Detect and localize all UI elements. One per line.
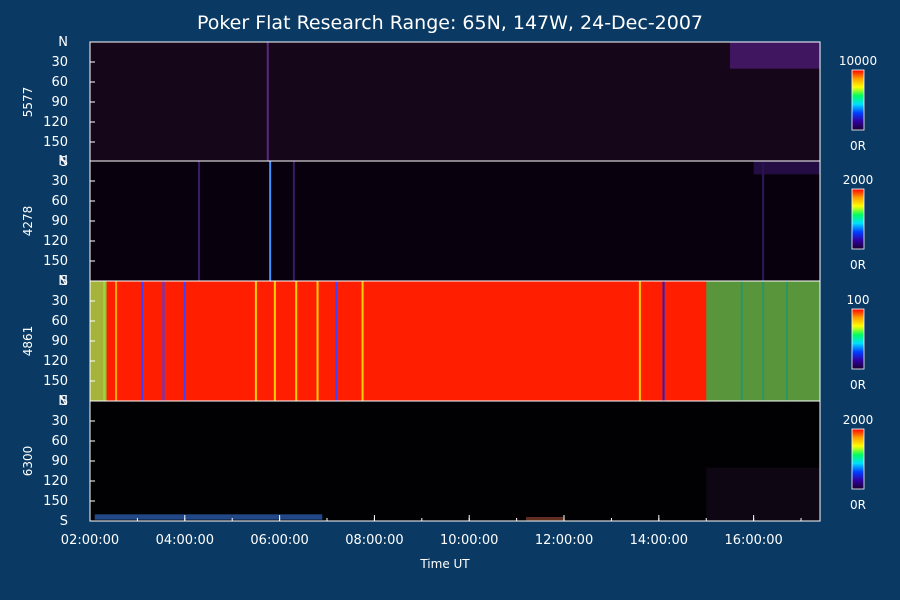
y-tick-label: 60 [51,434,68,449]
emission-streak [292,161,295,281]
y-tick-label: 120 [43,354,68,369]
emission-streak [115,281,118,401]
x-tick-label: 02:00:00 [61,533,119,548]
y-tick-label: 30 [51,294,68,309]
y-tick-label: S [60,274,68,289]
x-tick-label: 06:00:00 [250,533,308,548]
x-tick-label: 12:00:00 [535,533,593,548]
y-tick-label: 90 [51,95,68,110]
y-tick-label: 150 [43,374,68,389]
colorbar-min-label: 0R [850,498,866,512]
y-tick-label: 30 [51,55,68,70]
colorbar [851,428,865,490]
colorbar [851,69,865,131]
emission-patch [94,514,323,520]
colorbar-min-label: 0R [850,139,866,153]
y-tick-label: 90 [51,454,68,469]
keogram-panels: N 30 60 90 120 150 S 5577 10000 0R N 30 60 90 120 150 S 4… [21,35,877,529]
y-tick-label: N [58,274,68,289]
y-tick-label: 60 [51,314,68,329]
y-tick-label: S [60,394,68,409]
emission-patch [729,42,820,69]
y-tick-label: N [58,394,68,409]
colorbar [851,188,865,250]
x-tick-label: 16:00:00 [724,533,782,548]
y-tick-label: 90 [51,334,68,349]
panel-background [90,401,820,521]
panel-background [90,281,820,401]
panel-4278: N 30 60 90 120 150 S 4278 2000 0R [21,154,873,289]
emission-streak [141,281,144,401]
x-tick-label: 04:00:00 [156,533,214,548]
emission-patch [706,281,820,401]
panel-5577: N 30 60 90 120 150 S 5577 10000 0R [21,35,877,170]
emission-streak [269,161,272,281]
panel-wavelength-label: 5577 [21,87,35,118]
x-tick-label: 08:00:00 [345,533,403,548]
y-tick-label: 30 [51,174,68,189]
x-tick-label: 10:00:00 [440,533,498,548]
y-tick-label: N [58,35,68,50]
panel-background [90,161,820,281]
emission-streak [254,281,257,401]
panel-6300: N 30 60 90 120 150 S 6300 2000 0R [21,394,873,529]
y-tick-label: 150 [43,135,68,150]
chart-title: Poker Flat Research Range: 65N, 147W, 24… [197,12,703,34]
colorbar-max-label: 2000 [843,413,874,427]
emission-patch [90,281,107,401]
colorbar-max-label: 2000 [843,173,874,187]
emission-patch [753,161,820,175]
colorbar-max-label: 10000 [839,54,877,68]
y-tick-label: 30 [51,414,68,429]
time-axis: 02:00:00 04:00:00 06:00:00 08:00:00 10:00:00… [61,515,802,548]
emission-streak [183,281,186,401]
x-tick-label: 14:00:00 [630,533,688,548]
emission-streak [361,281,364,401]
colorbar-max-label: 100 [847,293,870,307]
emission-streak [295,281,298,401]
emission-streak [662,281,665,401]
panel-wavelength-label: 4861 [21,326,35,357]
colorbar [851,308,865,370]
emission-streak [316,281,319,401]
emission-streak [162,281,165,401]
panel-background [90,42,820,162]
y-tick-label: 60 [51,194,68,209]
emission-streak [198,161,201,281]
panel-wavelength-label: 4278 [21,206,35,237]
emission-streak [273,281,276,401]
y-tick-label: 120 [43,234,68,249]
emission-patch [526,517,565,521]
emission-streak [335,281,338,401]
y-tick-label: 60 [51,75,68,90]
emission-streak [762,161,765,281]
emission-streak [266,42,269,162]
emission-streak [638,281,641,401]
y-tick-label: 90 [51,214,68,229]
x-axis-title: Time UT [419,557,470,571]
panel-wavelength-label: 6300 [21,446,35,477]
y-tick-label: S [60,514,68,529]
y-tick-label: 120 [43,474,68,489]
colorbar-min-label: 0R [850,378,866,392]
y-tick-label: 150 [43,494,68,509]
y-tick-label: 150 [43,254,68,269]
y-tick-label: S [60,155,68,170]
panel-4861: N 30 60 90 120 150 S 4861 100 0R [21,274,869,409]
colorbar-min-label: 0R [850,258,866,272]
y-tick-label: 120 [43,115,68,130]
emission-patch [706,467,820,521]
y-tick-label: N [58,154,68,169]
